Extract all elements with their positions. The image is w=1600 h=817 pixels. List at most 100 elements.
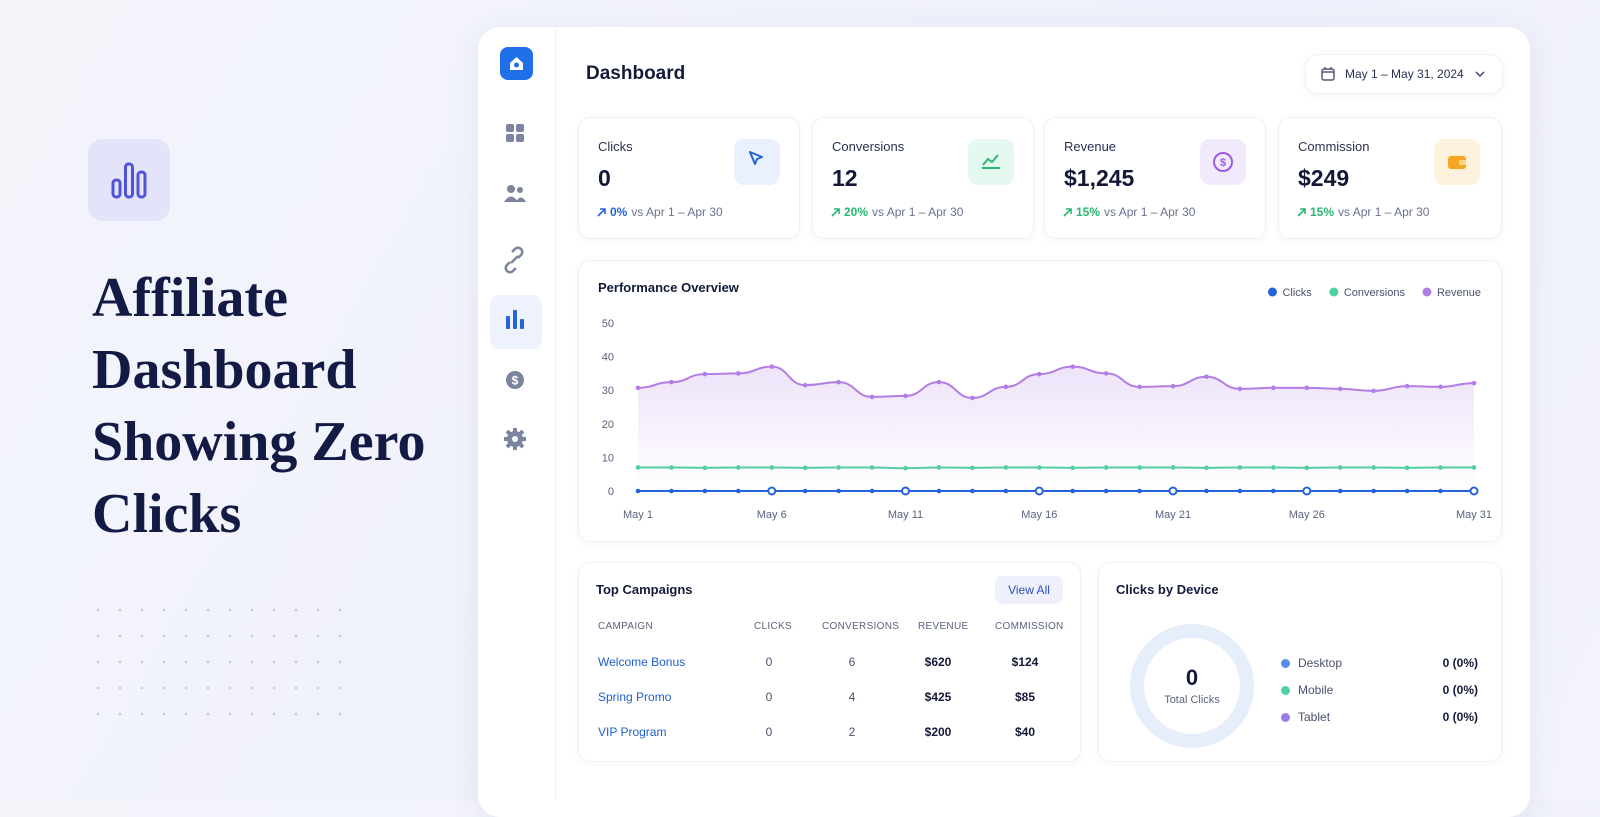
column-header: CLICKS (754, 621, 792, 632)
dot (228, 686, 232, 690)
logo[interactable] (500, 47, 533, 80)
dot (162, 712, 166, 716)
dot (184, 608, 188, 612)
dot (338, 660, 342, 664)
dot (250, 608, 254, 612)
point (669, 379, 674, 385)
nav-settings[interactable] (504, 428, 526, 450)
hero-icon-glyph (111, 162, 147, 199)
line (637, 365, 1475, 399)
dot (316, 608, 320, 612)
dot (272, 712, 276, 716)
point (802, 382, 808, 388)
date-picker[interactable]: May 1 – May 31, 2024 (1305, 54, 1503, 94)
x-tick-label: May 26 (1289, 509, 1325, 521)
donut (1130, 624, 1254, 748)
point (1036, 371, 1042, 377)
dot (162, 608, 166, 612)
x-tick-label: May 11 (888, 509, 923, 521)
devices-title: Clicks by Device (1116, 582, 1219, 597)
dot (96, 634, 100, 638)
device-swatch (1281, 713, 1290, 722)
point (1271, 385, 1276, 391)
donut-total-label: Total Clicks (1164, 694, 1220, 706)
svg-text:$: $ (512, 374, 519, 388)
dot (118, 634, 122, 638)
dot (184, 660, 188, 664)
dot (184, 686, 188, 690)
kpi-value: $249 (1298, 165, 1350, 191)
kpi-label: Clicks (598, 139, 633, 154)
performance-chart: Performance Overview 0 10 20 30 40 50 May 1 May… (598, 280, 1492, 521)
point (1070, 364, 1076, 369)
view-all-button[interactable]: View All (995, 576, 1063, 604)
nav-payments[interactable]: $ (506, 371, 524, 389)
hero-title-line: Affiliate (92, 267, 288, 329)
x-tick-label: May 21 (1155, 509, 1191, 521)
dot (250, 712, 254, 716)
dot (294, 686, 298, 690)
column-header: REVENUE (918, 621, 969, 632)
area (638, 366, 1474, 491)
device-swatch (1281, 686, 1290, 695)
table-cell: $425 (924, 690, 952, 704)
y-tick-label: 0 (608, 486, 614, 498)
kpi-change-value: 15% (1076, 205, 1101, 219)
dot (272, 686, 276, 690)
campaign-link[interactable]: VIP Program (598, 725, 667, 739)
dot (96, 686, 100, 690)
nav-grid[interactable] (506, 124, 524, 142)
column-header: COMMISSION (995, 621, 1064, 632)
point (970, 395, 975, 401)
kpi-value: 12 (832, 165, 858, 191)
devices-card: Clicks by Device 0 Total Clicks Desktop 0… (1098, 562, 1502, 762)
legend-label: Clicks (1282, 287, 1312, 299)
kpi-compare: vs Apr 1 – Apr 30 (631, 205, 723, 219)
column-header: CONVERSIONS (822, 621, 900, 632)
legend-swatch (1329, 287, 1339, 297)
legend-swatch (1422, 287, 1432, 297)
trend-arrow (831, 207, 840, 217)
point (1404, 383, 1410, 389)
dot (338, 712, 342, 716)
kpi-label: Revenue (1064, 139, 1117, 154)
svg-text:$: $ (1220, 157, 1226, 169)
nav-analytics[interactable] (506, 310, 524, 329)
campaigns-title: Top Campaigns (596, 582, 693, 597)
device-name: Mobile (1298, 683, 1334, 697)
kpi-icon (1434, 139, 1480, 185)
kpi-compare: vs Apr 1 – Apr 30 (1338, 205, 1430, 219)
nav-users[interactable] (504, 185, 526, 202)
campaigns-card: Top Campaigns View All CAMPAIGN CLICKS CON… (578, 562, 1081, 762)
logo-glyph (510, 57, 523, 70)
dot (206, 634, 210, 638)
dot (140, 686, 144, 690)
campaign-link[interactable]: Welcome Bonus (598, 655, 686, 669)
campaign-link[interactable]: Spring Promo (598, 690, 672, 704)
dot (140, 608, 144, 612)
kpi-label: Commission (1298, 139, 1370, 154)
table-cell: $85 (1014, 690, 1036, 704)
point (1003, 384, 1009, 390)
legend-swatch (1267, 287, 1277, 297)
y-tick-label: 10 (602, 452, 614, 464)
table-cell: 2 (848, 725, 856, 739)
kpi-icon-glyph (749, 151, 763, 165)
y-tick-label: 30 (602, 385, 614, 397)
dot (250, 634, 254, 638)
table-cell: $620 (924, 655, 952, 669)
kpi-card: Clicks 0 0% vs Apr 1 – Apr 30 (578, 117, 800, 239)
kpi-compare: vs Apr 1 – Apr 30 (1104, 205, 1196, 219)
table-cell: 0 (765, 655, 773, 669)
performance-card: Performance Overview 0 10 20 30 40 50 May 1 May… (578, 260, 1502, 542)
device-swatch (1281, 659, 1290, 668)
dot (118, 608, 122, 612)
dot (316, 686, 320, 690)
kpi-value: 0 (598, 165, 611, 191)
page: Affiliate Dashboard Showing Zero Clicks $ D… (0, 0, 1600, 800)
point (1204, 374, 1209, 380)
point (1237, 386, 1243, 392)
nav-links[interactable] (504, 246, 524, 274)
dot (206, 608, 210, 612)
kpi-change: 15% vs Apr 1 – Apr 30 (1297, 205, 1429, 219)
